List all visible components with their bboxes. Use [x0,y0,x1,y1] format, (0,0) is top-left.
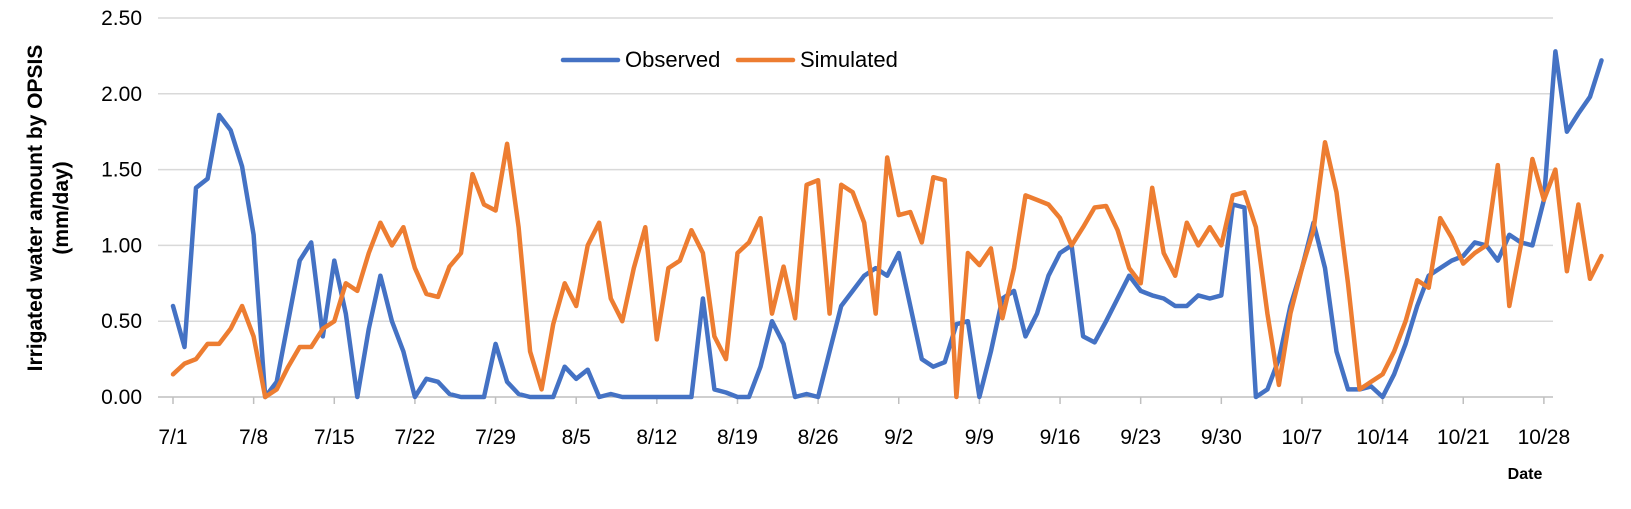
x-tick-label: 8/19 [717,426,758,449]
legend-label-simulated: Simulated [800,47,898,72]
x-tick-label: 7/29 [475,426,516,449]
y-tick-label: 2.50 [101,7,142,30]
x-tick-label: 9/16 [1040,426,1081,449]
y-tick-label: 0.00 [101,386,142,409]
legend: Observed Simulated [560,47,898,72]
series-line-observed [170,49,1604,400]
x-tick-label: 10/28 [1518,426,1571,449]
legend-label-observed: Observed [625,47,720,72]
x-tick-label: 8/26 [798,426,839,449]
x-axis-label: Date [1508,466,1543,483]
x-tick-label: 7/8 [239,426,268,449]
x-tick-label: 7/15 [314,426,355,449]
series-lines [170,49,1604,400]
x-tick-label: 9/9 [965,426,994,449]
series-line-simulated [170,140,1604,400]
y-tick-label: 2.00 [101,83,142,106]
x-tick-label: 9/2 [884,426,913,449]
x-tick-label: 10/14 [1356,426,1409,449]
x-tick-label: 7/22 [394,426,435,449]
y-tick-label: 1.50 [101,159,142,182]
y-tick-label: 1.00 [101,234,142,257]
y-tick-label: 0.50 [101,310,142,333]
x-tick-label: 8/12 [636,426,677,449]
x-tick-label: 10/7 [1282,426,1323,449]
y-axis-label-line2: (mm/day) [50,161,73,254]
x-tick-label: 7/1 [158,426,187,449]
x-tick-label: 10/21 [1437,426,1490,449]
axes: 0.00 0.50 1.00 1.50 2.00 2.50 7/1 7/8 7/15 7/22 7/… [101,7,1570,449]
x-tick-label: 9/23 [1120,426,1161,449]
y-axis-label-line1: Irrigated water amount by OPSIS [24,45,47,372]
x-tick-label: 8/5 [562,426,591,449]
x-tick-label: 9/30 [1201,426,1242,449]
